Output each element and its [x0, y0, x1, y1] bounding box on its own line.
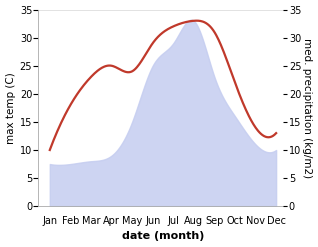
- X-axis label: date (month): date (month): [122, 231, 204, 242]
- Y-axis label: med. precipitation (kg/m2): med. precipitation (kg/m2): [302, 38, 313, 178]
- Y-axis label: max temp (C): max temp (C): [5, 72, 16, 144]
